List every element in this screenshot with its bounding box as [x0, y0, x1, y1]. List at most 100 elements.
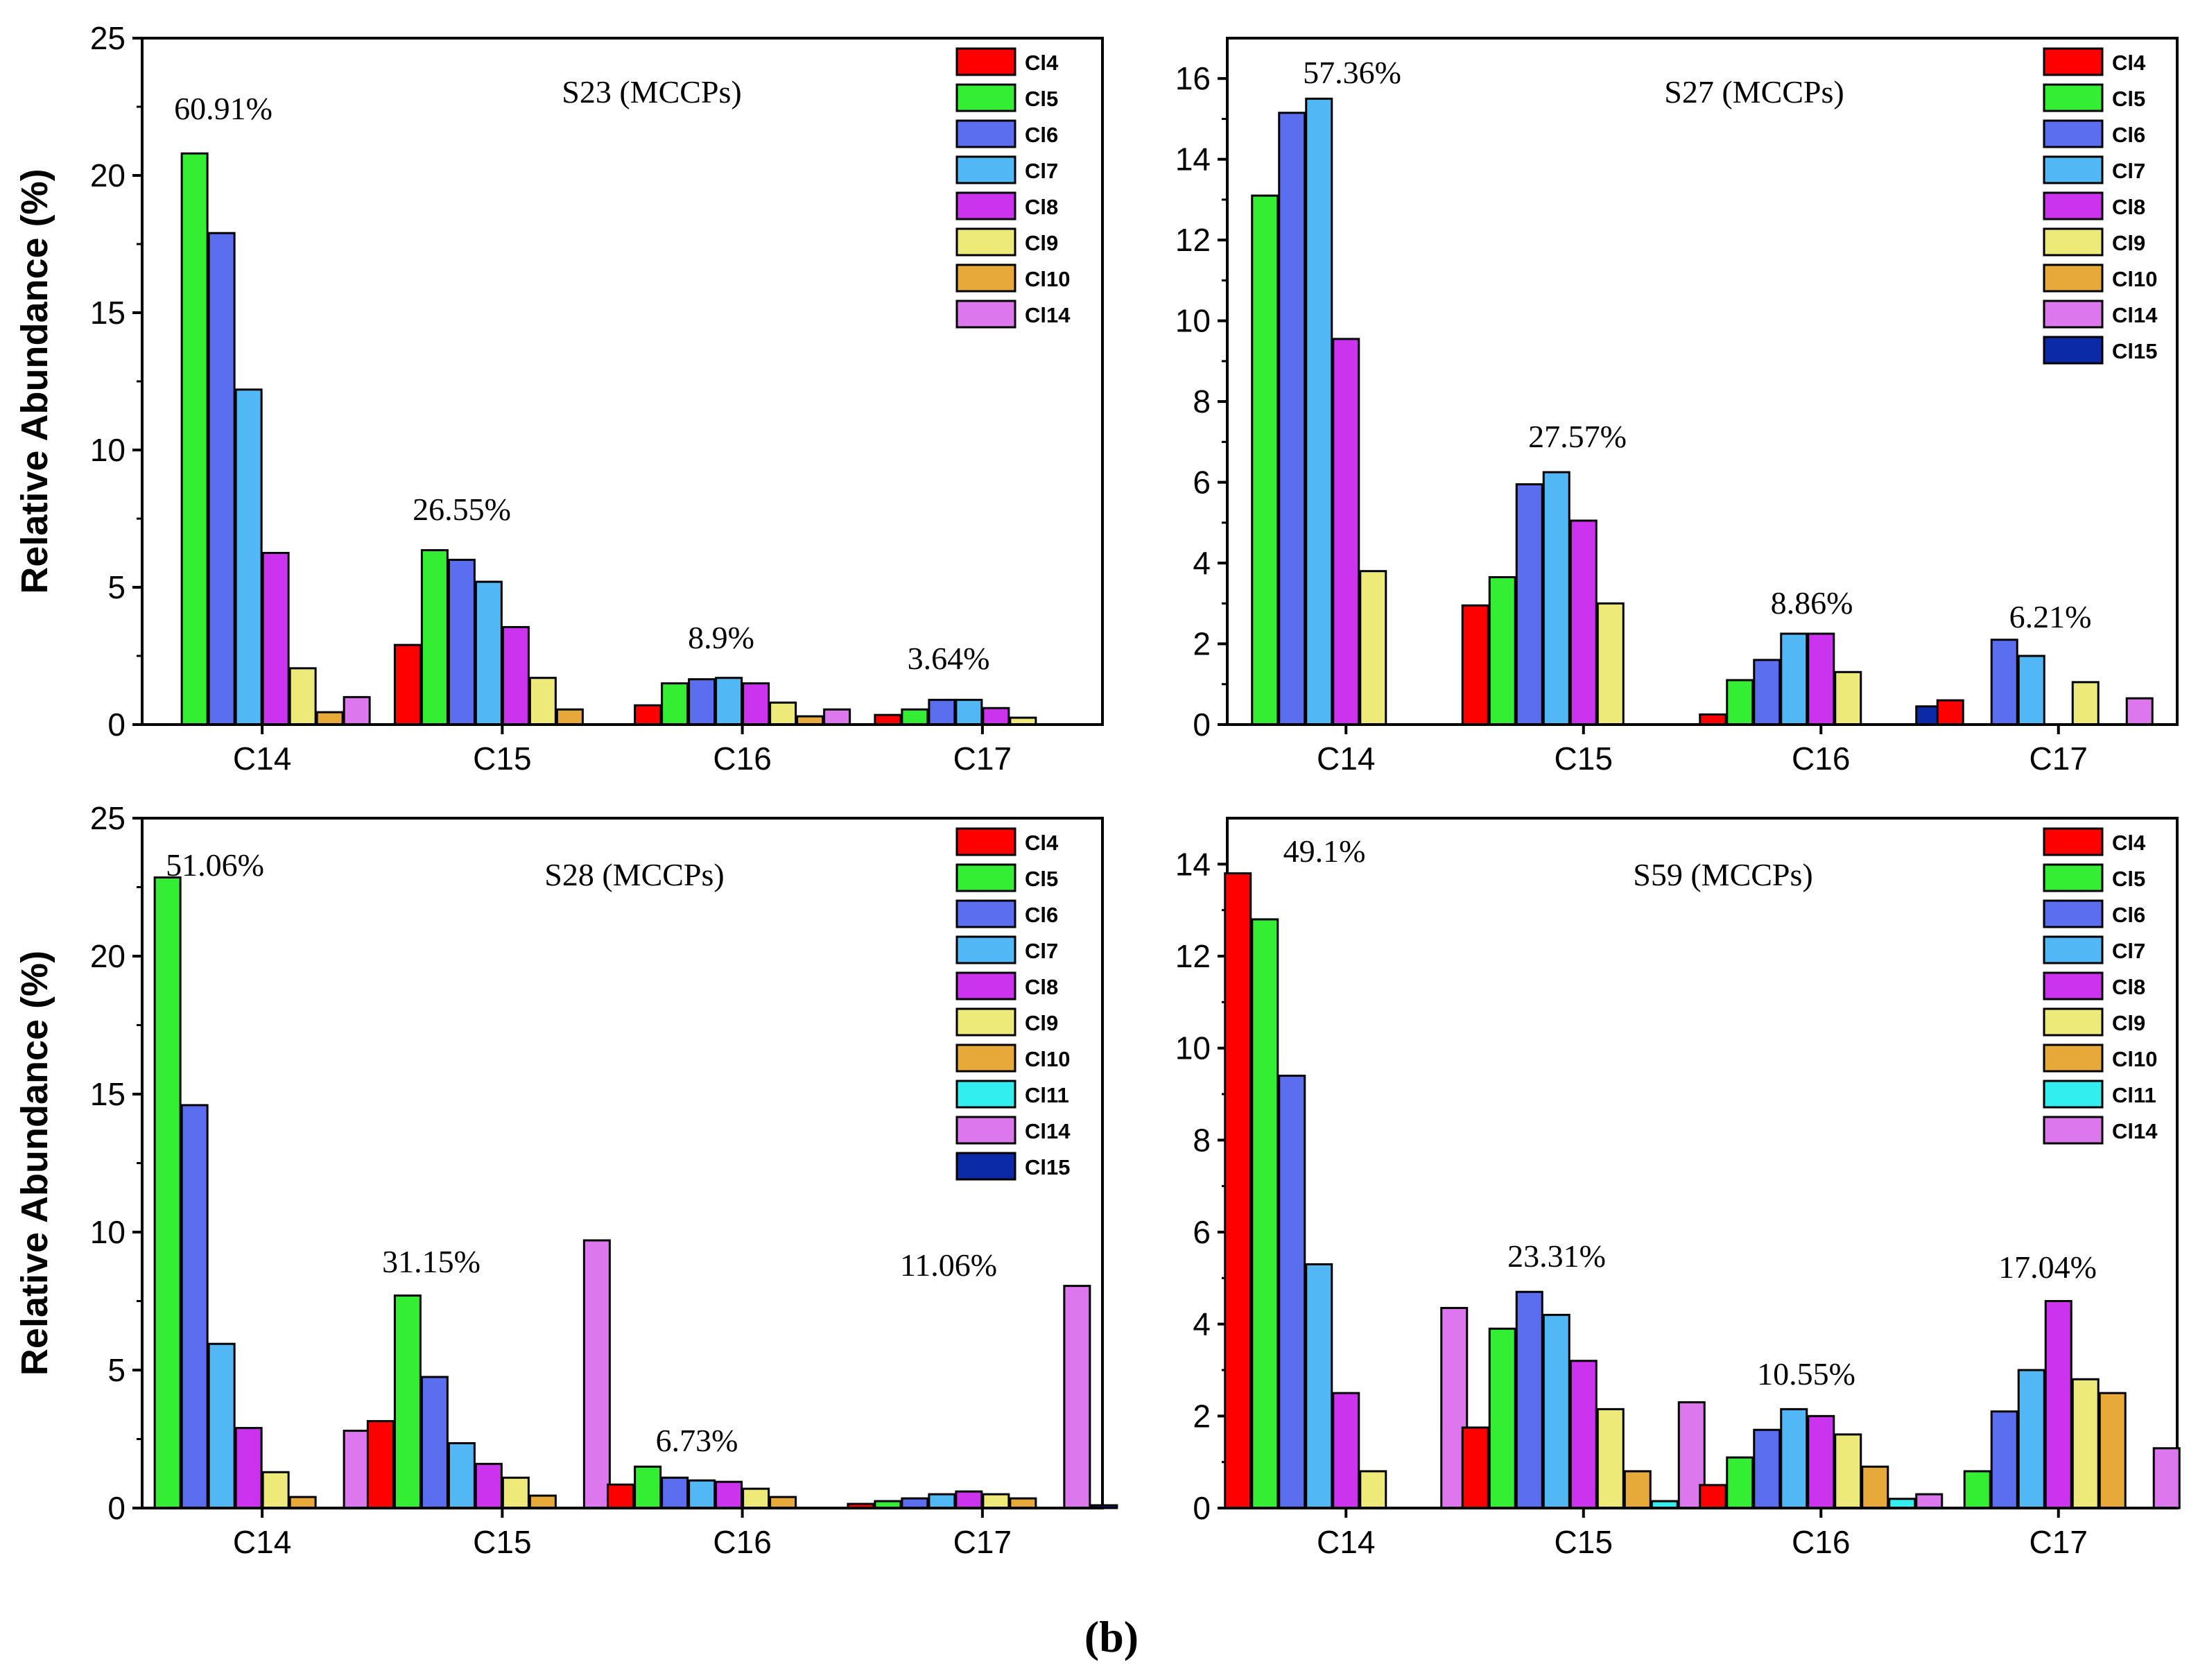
legend-swatch-cl8 [955, 191, 1016, 220]
bar-cl8-c15 [501, 625, 530, 726]
bar-cl4-c17 [1936, 699, 1964, 726]
group-percentage-label: 3.64% [908, 641, 990, 676]
y-tick-label: 2 [1193, 626, 1211, 662]
bar-cl5-c15 [420, 549, 449, 726]
bar-cl5-c17 [1963, 1470, 1991, 1509]
y-tick-label: 6 [1193, 465, 1211, 501]
bar-cl6-c17 [928, 698, 956, 726]
group-percentage-label: 60.91% [174, 91, 272, 126]
bar-cl8-c14 [1332, 1392, 1360, 1509]
bar-cl7-c15 [1542, 1313, 1570, 1509]
bar-cl4-c15 [366, 1420, 395, 1509]
bar-cl9-c15 [1596, 602, 1625, 726]
legend-swatch-cl14 [955, 1116, 1016, 1145]
x-tick-label: C16 [713, 741, 771, 777]
legend-swatch-cl14 [955, 300, 1016, 329]
bar-cl7-c17 [955, 698, 983, 726]
legend-swatch-cl10 [955, 1043, 1016, 1073]
legend-label: Cl10 [2112, 267, 2157, 291]
legend-swatch-cl8 [2043, 191, 2104, 220]
group-percentage-label: 8.86% [1771, 585, 1853, 621]
y-tick-label: 0 [1193, 707, 1211, 743]
bar-cl8-c16 [1807, 632, 1835, 726]
bar-cl7-c16 [688, 1479, 716, 1509]
bar-cl8-c15 [1569, 1360, 1598, 1509]
legend-label: Cl4 [1025, 51, 1059, 75]
legend-swatch-cl10 [2043, 1043, 2104, 1073]
x-tick-label: C17 [953, 1524, 1012, 1560]
legend-label: Cl5 [1025, 867, 1058, 891]
bar-cl4-c15 [1461, 604, 1489, 726]
bar-cl8-c17 [955, 1490, 983, 1509]
legend-label: Cl8 [2112, 195, 2145, 219]
bar-cl7-c16 [1780, 632, 1808, 726]
bar-cl5-c16 [1726, 1456, 1754, 1509]
legend-swatch-cl15 [2043, 336, 2104, 365]
legend-swatch-cl5 [2043, 83, 2104, 112]
bar-cl8-c14 [1332, 338, 1360, 726]
bar-cl10-c15 [528, 1494, 557, 1509]
y-tick-label: 6 [1193, 1214, 1211, 1250]
bar-cl5-c16 [661, 682, 689, 726]
bar-cl8-c16 [715, 1480, 743, 1509]
bar-cl7-c15 [1542, 471, 1570, 726]
legend-label: Cl5 [2112, 867, 2145, 891]
legend-swatch-cl10 [2043, 263, 2104, 293]
y-tick-label: 4 [1193, 1306, 1211, 1342]
bar-cl9-c17 [982, 1493, 1010, 1509]
figure-label: (b) [1084, 1612, 1139, 1661]
legend-swatch-cl11 [955, 1080, 1016, 1109]
y-tick-label: 25 [90, 800, 126, 836]
legend-label: Cl9 [1025, 231, 1058, 255]
legend-label: Cl4 [2112, 51, 2146, 75]
bar-cl4-c15 [393, 643, 422, 726]
bar-cl8-c14 [234, 1427, 263, 1509]
legend-swatch-cl7 [955, 935, 1016, 964]
group-percentage-label: 27.57% [1528, 419, 1627, 454]
bar-cl6-c14 [207, 232, 236, 726]
bar-cl6-c17 [1990, 1410, 2018, 1509]
y-tick-label: 8 [1193, 383, 1211, 419]
group-percentage-label: 49.1% [1283, 833, 1366, 869]
y-tick-label: 4 [1193, 545, 1211, 581]
bar-cl7-c16 [715, 677, 743, 726]
legend-swatch-cl10 [955, 263, 1016, 293]
panel-s27: 0 2 4 6 8 10 12 14 16 C14 C15 C16 C17 57.36% 27.57% 8.8… [1175, 37, 2179, 777]
bar-cl10-c14 [288, 1496, 317, 1509]
bar-cl8-c16 [1807, 1414, 1835, 1509]
bar-cl6-c14 [1278, 112, 1306, 726]
legend-swatch-cl5 [2043, 863, 2104, 892]
y-tick-label: 20 [90, 157, 126, 193]
bar-cl4-c15 [1461, 1426, 1489, 1509]
legend-swatch-cl9 [2043, 227, 2104, 257]
legend-label: Cl6 [2112, 903, 2145, 927]
bar-cl9-c16 [742, 1487, 770, 1509]
bar-cl7-c15 [474, 580, 503, 726]
bar-cl6-c14 [180, 1104, 209, 1509]
bar-cl4-c16 [1699, 713, 1727, 726]
bar-cl6-c15 [420, 1376, 449, 1509]
bar-cl14-c14 [343, 695, 371, 726]
legend-swatch-cl7 [955, 155, 1016, 184]
bar-cl4-c14 [1224, 872, 1252, 1509]
bar-cl6-c16 [661, 1476, 689, 1509]
legend-label: Cl15 [2112, 339, 2157, 363]
legend-label: Cl4 [2112, 831, 2146, 855]
group-percentage-label: 17.04% [1998, 1249, 2097, 1285]
legend-swatch-cl6 [955, 119, 1016, 148]
x-tick-label: C15 [473, 1524, 531, 1560]
x-tick-label: C17 [953, 741, 1012, 777]
legend-swatch-cl8 [955, 971, 1016, 1001]
legend-swatch-cl6 [2043, 119, 2104, 148]
bar-cl4-c17 [874, 713, 902, 726]
bar-cl9-c15 [501, 1476, 530, 1509]
group-percentage-label: 6.21% [2009, 599, 2092, 634]
bar-cl10-c17 [1009, 1497, 1037, 1509]
bar-cl10-c16 [769, 1496, 797, 1509]
bar-cl10-c14 [315, 711, 344, 726]
x-tick-label: C15 [1555, 1524, 1613, 1560]
bar-cl9-c17 [2071, 681, 2100, 726]
y-tick-label: 2 [1193, 1398, 1211, 1434]
bar-cl8-c17 [982, 707, 1010, 726]
